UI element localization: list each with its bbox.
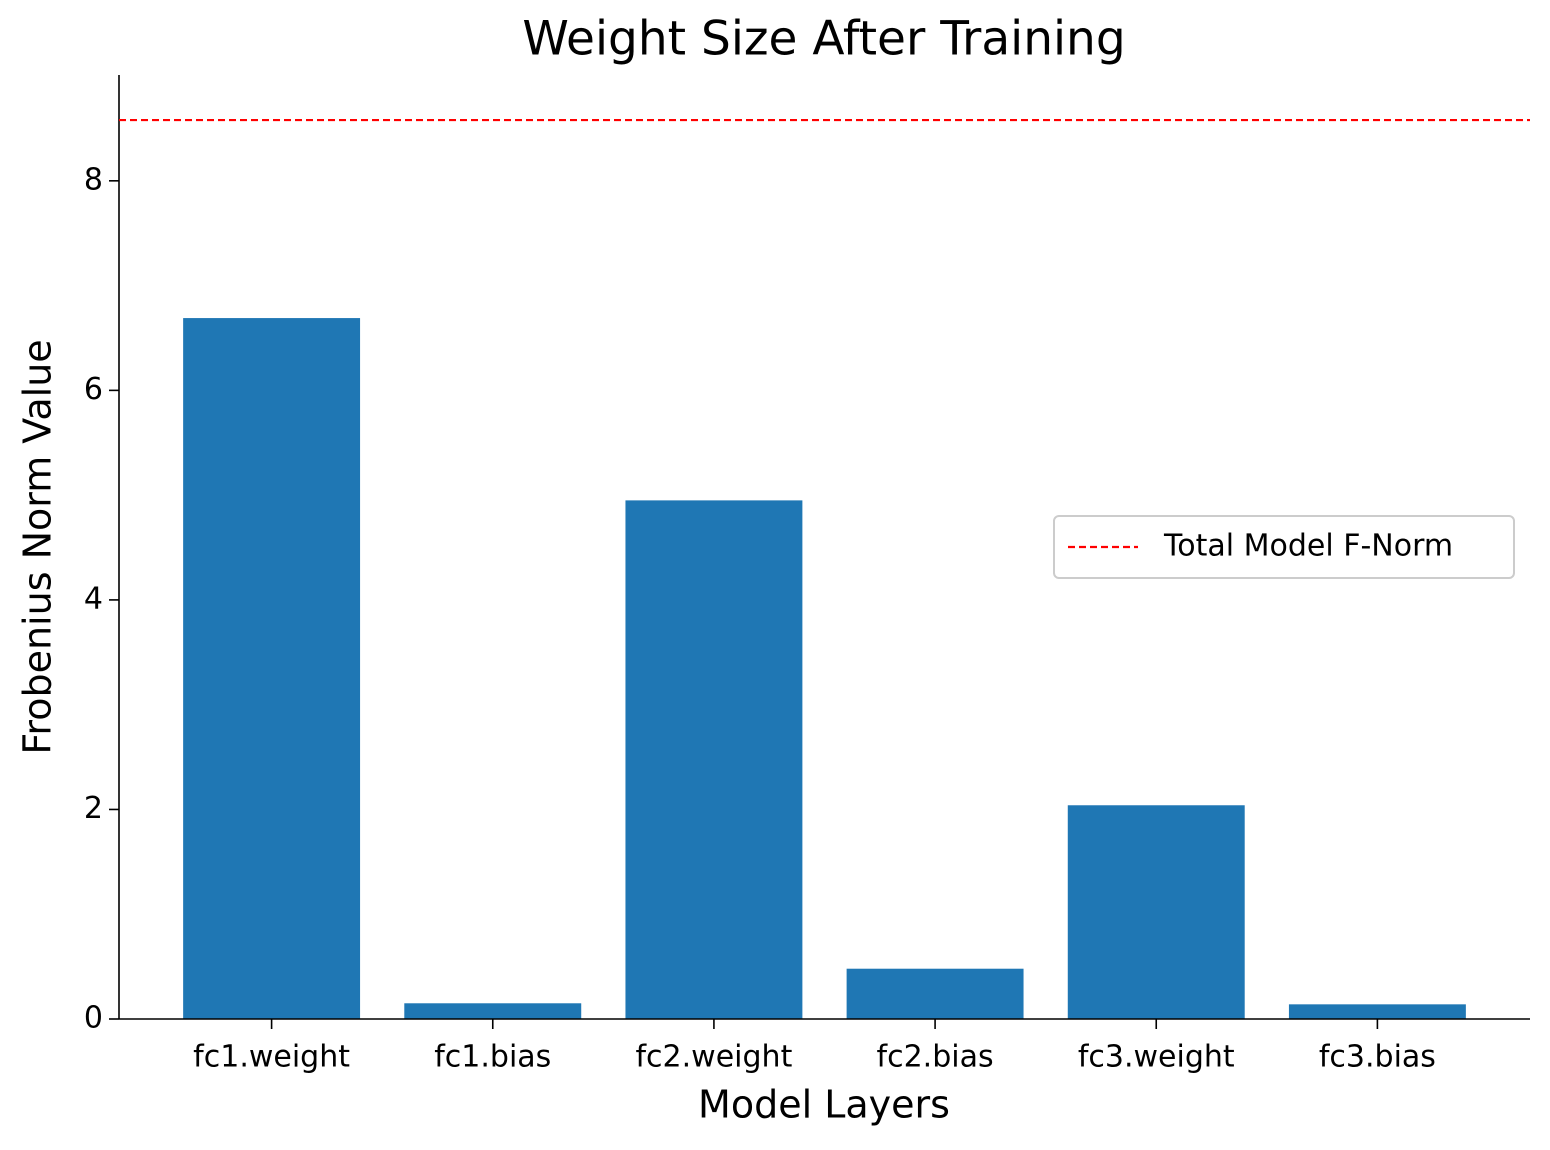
y-tick-label: 4: [84, 581, 103, 616]
chart-title: Weight Size After Training: [522, 12, 1125, 67]
x-tick-label: fc3.weight: [1078, 1040, 1235, 1075]
x-axis-label: Model Layers: [698, 1083, 950, 1127]
bar: [404, 1003, 582, 1019]
bar: [1288, 1004, 1466, 1019]
y-tick-label: 6: [84, 372, 103, 407]
y-tick-label: 0: [84, 1001, 103, 1036]
x-tick-label: fc3.bias: [1319, 1040, 1436, 1075]
legend-label: Total Model F-Norm: [1163, 529, 1453, 564]
x-tick-label: fc2.bias: [877, 1040, 994, 1075]
x-tick-label: fc1.weight: [193, 1040, 350, 1075]
bar: [1067, 805, 1245, 1019]
bar: [846, 968, 1024, 1019]
bar: [625, 500, 803, 1020]
y-axis-label: Frobenius Norm Value: [16, 339, 60, 754]
x-tick-label: fc1.bias: [434, 1040, 551, 1075]
y-tick-label: 8: [84, 162, 103, 197]
bar: [183, 318, 361, 1019]
x-tick-label: fc2.weight: [636, 1040, 793, 1075]
legend-frame: [1053, 515, 1515, 579]
legend: Total Model F-Norm: [1053, 515, 1515, 579]
y-tick-label: 2: [84, 791, 103, 826]
